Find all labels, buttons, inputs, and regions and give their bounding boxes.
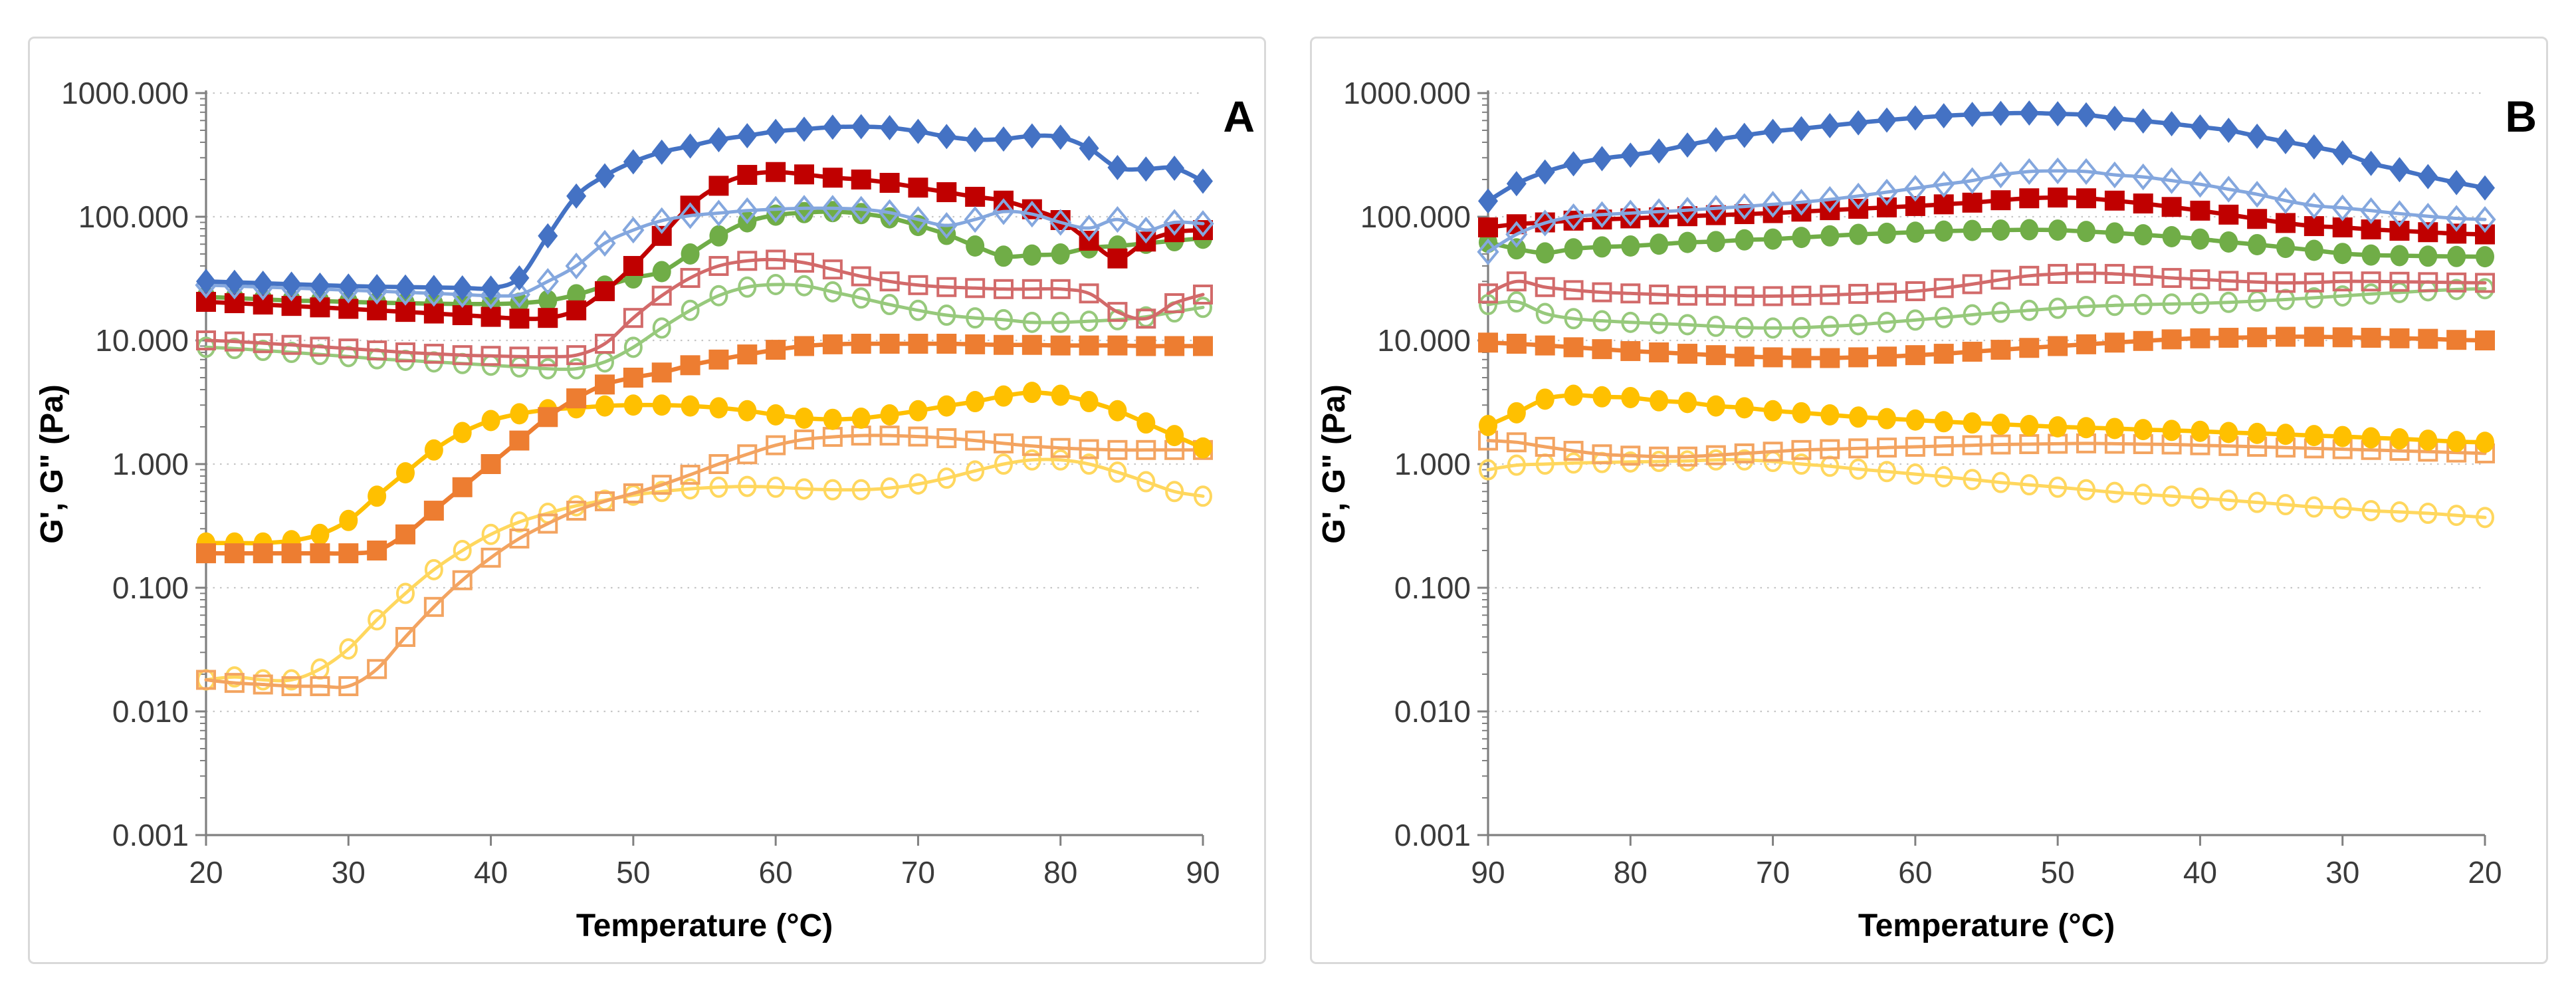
x-tick-label: 70	[901, 855, 935, 890]
x-tick-label: 90	[1186, 855, 1220, 890]
chart-panel-B: 1000.000 100.000 10.000 1.000 0.100 0.010 0.00…	[1310, 37, 2548, 964]
x-tick-label: 40	[474, 855, 508, 890]
series-blue-open-open	[1477, 157, 2496, 265]
y-axis-title: G', G" (Pa)	[35, 384, 70, 544]
series-line	[1486, 287, 2487, 330]
panel-letter: A	[1223, 92, 1255, 141]
y-tick-label: 100.000	[78, 199, 189, 234]
x-axis-title: Temperature (°C)	[1858, 908, 2115, 943]
panel-letter: B	[2505, 92, 2537, 141]
x-tick-label: 50	[2041, 855, 2075, 890]
series-blue-filled-filled	[196, 114, 1213, 301]
x-tick-label: 40	[2183, 855, 2217, 890]
series-line	[1486, 169, 2487, 254]
y-tick-label: 1.000	[112, 447, 189, 481]
y-tick-label: 1.000	[1394, 447, 1471, 481]
series-line	[204, 257, 1205, 359]
panel-border	[28, 37, 1266, 964]
axes	[1477, 90, 2486, 846]
x-tick-label: 70	[1756, 855, 1790, 890]
series-line	[204, 457, 1205, 683]
y-tick-label: 0.100	[112, 570, 189, 605]
chart-panel-A: 1000.000 100.000 10.000 1.000 0.100 0.010 0.00…	[28, 37, 1266, 964]
series-yellow-filled-filled	[1479, 384, 2494, 453]
y-tick-label: 100.000	[1360, 199, 1471, 234]
y-tick-label: 0.001	[1394, 818, 1471, 852]
series-orange-filled-filled	[196, 333, 1213, 564]
x-tick-label: 50	[616, 855, 650, 890]
x-tick-label: 20	[189, 855, 223, 890]
x-tick-label: 30	[2325, 855, 2359, 890]
y-tick-label: 1000.000	[1343, 76, 1471, 110]
chart-svg-B: 1000.000 100.000 10.000 1.000 0.100 0.010 0.00…	[1310, 37, 2548, 964]
panel-border	[1310, 37, 2548, 964]
x-axis-title: Temperature (°C)	[576, 908, 833, 943]
y-tick-label: 10.000	[95, 323, 189, 358]
series-line	[1486, 439, 2487, 459]
chart-svg-A: 1000.000 100.000 10.000 1.000 0.100 0.010 0.00…	[28, 37, 1266, 964]
y-tick-label: 0.100	[1394, 570, 1471, 605]
axis-labels: 1000.000 100.000 10.000 1.000 0.100 0.010 0.00…	[1317, 76, 2502, 943]
x-tick-label: 80	[1043, 855, 1077, 890]
y-tick-label: 0.010	[112, 694, 189, 729]
y-tick-label: 0.001	[112, 818, 189, 852]
x-tick-label: 80	[1614, 855, 1648, 890]
x-tick-label: 60	[1898, 855, 1932, 890]
series-yellow-filled-filled	[197, 382, 1212, 554]
y-tick-label: 0.010	[1394, 694, 1471, 729]
series-line	[1486, 271, 2487, 298]
y-tick-label: 1000.000	[61, 76, 189, 110]
y-tick-label: 10.000	[1377, 323, 1471, 358]
series-red-filled-filled	[196, 162, 1213, 329]
x-tick-label: 60	[759, 855, 793, 890]
x-tick-label: 30	[332, 855, 366, 890]
series-red-open-open	[1478, 263, 2495, 307]
series-red-open-open	[196, 249, 1213, 367]
series-green-filled-filled	[1479, 219, 2494, 268]
y-axis-title: G', G" (Pa)	[1317, 384, 1352, 544]
axis-labels: 1000.000 100.000 10.000 1.000 0.100 0.010 0.00…	[35, 76, 1220, 943]
x-tick-label: 20	[2468, 855, 2502, 890]
series-line	[204, 433, 1205, 689]
series-blue-filled-filled	[1478, 100, 2495, 214]
series-orange-filled-filled	[1478, 326, 2495, 368]
x-tick-label: 90	[1471, 855, 1505, 890]
series-line	[1486, 458, 2487, 519]
axes	[195, 90, 1204, 846]
